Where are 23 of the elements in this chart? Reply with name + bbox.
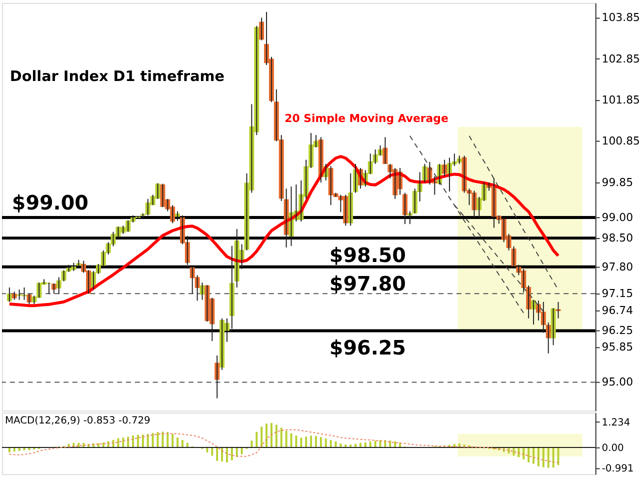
text: Dollar Index D1 timeframe bbox=[10, 69, 225, 86]
chart-title: MACD(12,26,9) -0.853 -0.729 bbox=[4, 416, 150, 427]
ref-line-label: $97.80 bbox=[329, 272, 406, 296]
y-tick-label: 1.234 bbox=[602, 417, 630, 428]
y-tick-label: 103.85 bbox=[602, 11, 640, 24]
y-tick-label: 98.50 bbox=[602, 232, 634, 245]
y-tick-label: 97.15 bbox=[602, 287, 634, 300]
y-tick-label: 100.85 bbox=[602, 134, 640, 148]
y-tick-label: 0.00 bbox=[602, 442, 624, 454]
ref-line-label: $98.50 bbox=[329, 244, 406, 267]
ref-line-label: $99.00 bbox=[12, 192, 88, 215]
y-tick-label: 97.80 bbox=[602, 260, 634, 274]
y-tick-label: 99.85 bbox=[602, 176, 634, 189]
y-tick-label: -0.991 bbox=[602, 463, 634, 474]
y-tick-label: 99.00 bbox=[602, 210, 634, 224]
y-tick-label: 101.85 bbox=[602, 94, 640, 107]
y-tick-label: 96.74 bbox=[602, 304, 634, 318]
y-tick-label: 96.25 bbox=[602, 324, 634, 338]
y-tick-label: 102.85 bbox=[602, 52, 640, 66]
y-tick-label: 95.85 bbox=[602, 340, 634, 354]
y-tick-label: 95.00 bbox=[602, 376, 634, 389]
text: 20 Simple Moving Average bbox=[284, 112, 448, 125]
ref-line-label: $96.25 bbox=[329, 336, 406, 360]
